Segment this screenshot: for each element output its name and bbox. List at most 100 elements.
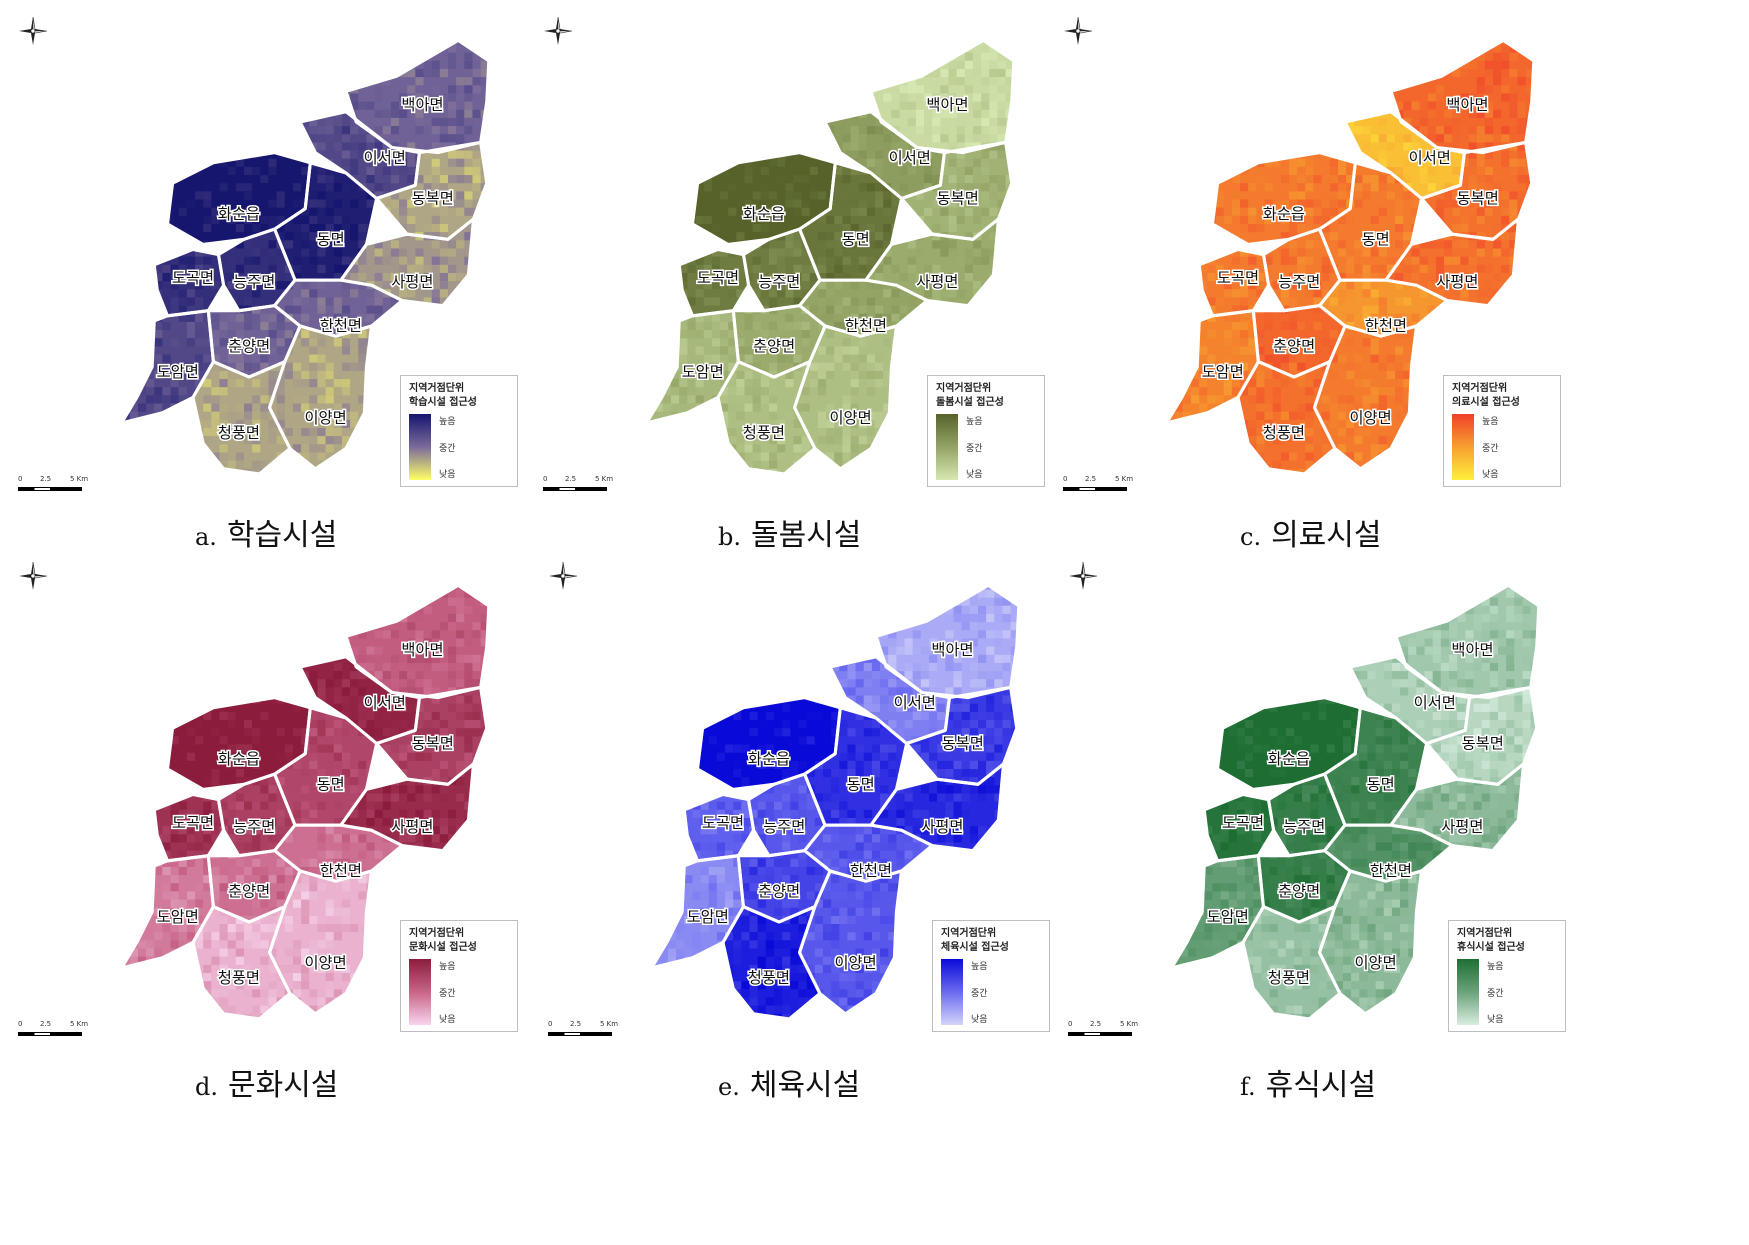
district-label: 도곡면 (697, 269, 739, 287)
scale-mid: 2.5 (570, 1020, 582, 1028)
district-동면 (274, 162, 377, 281)
district-label: 청풍면 (218, 424, 260, 442)
district-label: 도암면 (1202, 363, 1244, 381)
district-label: 백아면 (401, 96, 443, 114)
district-label: 동면 (1367, 775, 1395, 793)
district-label: 도암면 (687, 908, 729, 926)
legend-low-label: 낮음 (1487, 1015, 1504, 1025)
scale-end: 5 Km (70, 475, 89, 483)
district-label: 이양면 (1355, 954, 1397, 972)
legend-high-label: 높음 (439, 962, 456, 972)
district-label: 도암면 (157, 363, 199, 381)
map-legend: 지역거점단위 문화시설 접근성 높음 중간 낮음 (400, 920, 518, 1032)
north-arrow-icon (1068, 561, 1098, 591)
district-label: 화순읍 (218, 750, 260, 768)
scale-end: 5 Km (1120, 1020, 1139, 1028)
district-label: 백아면 (401, 641, 443, 659)
caption-letter: a. (195, 523, 217, 551)
legend-title-line1: 지역거점단위 (941, 928, 997, 939)
district-label: 춘양면 (753, 338, 795, 356)
district-label: 동복면 (937, 190, 979, 208)
district-label: 도암면 (682, 363, 724, 381)
scale-bar: 0 2.5 5 Km (18, 475, 88, 501)
district-label: 백아면 (1446, 96, 1488, 114)
map-legend: 지역거점단위 휴식시설 접근성 높음 중간 낮음 (1448, 920, 1566, 1032)
caption-title: 휴식시설 (1265, 1068, 1377, 1103)
district-label: 백아면 (931, 641, 973, 659)
district-label: 이서면 (894, 694, 936, 712)
district-label: 도곡면 (172, 814, 214, 832)
north-arrow-icon (548, 561, 578, 591)
district-label: 사평면 (916, 273, 958, 291)
scale-zero: 0 (543, 475, 548, 483)
scale-mid: 2.5 (40, 1020, 52, 1028)
panel-caption: b. 돌봄시설 (718, 510, 861, 554)
district-label: 춘양면 (228, 883, 270, 901)
legend-high-label: 높음 (439, 417, 456, 427)
scale-bar: 0 2.5 5 Km (543, 475, 613, 501)
legend-title-line2: 의료시설 접근성 (1452, 397, 1520, 408)
panel-caption: e. 체육시설 (718, 1060, 860, 1104)
scale-bar: 0 2.5 5 Km (1068, 1020, 1138, 1046)
legend-title-line1: 지역거점단위 (409, 383, 465, 394)
district-label: 능주면 (233, 818, 275, 836)
panel-caption: a. 학습시설 (195, 510, 337, 554)
scale-bar: 0 2.5 5 Km (18, 1020, 88, 1046)
legend-color-ramp (1452, 414, 1474, 480)
map-panel-2: 백아면 이서면 동복면 화순읍 동면 도곡면 능주면 사평면 한천면 춘양면 도암면 이양면 청풍면 지역… (525, 0, 1085, 600)
caption-letter: c. (1240, 523, 1262, 551)
legend-high-label: 높음 (1482, 417, 1499, 427)
district-label: 한천면 (1365, 317, 1407, 335)
district-label: 화순읍 (743, 205, 785, 223)
legend-mid-label: 중간 (966, 443, 983, 454)
district-사평면 (865, 218, 999, 306)
north-arrow-icon (18, 16, 48, 46)
district-label: 이서면 (364, 149, 406, 167)
legend-title-line2: 문화시설 접근성 (409, 942, 477, 953)
legend-title-line1: 지역거점단위 (936, 383, 992, 394)
district-label: 한천면 (1370, 862, 1412, 880)
caption-letter: d. (195, 1073, 218, 1101)
district-label: 이양면 (1350, 409, 1392, 427)
district-이서면 (1350, 656, 1470, 744)
district-이서면 (830, 656, 950, 744)
scale-end: 5 Km (70, 1020, 89, 1028)
district-label: 이양면 (830, 409, 872, 427)
district-label: 동복면 (412, 735, 454, 753)
legend-mid-label: 중간 (439, 988, 456, 999)
district-label: 이양면 (305, 409, 347, 427)
district-label: 이양면 (835, 954, 877, 972)
district-label: 이서면 (1409, 149, 1451, 167)
north-arrow-icon (1063, 16, 1093, 46)
legend-title-line2: 돌봄시설 접근성 (936, 397, 1004, 408)
scale-zero: 0 (1063, 475, 1068, 483)
district-label: 능주면 (233, 273, 275, 291)
legend-title-line1: 지역거점단위 (409, 928, 465, 939)
map-legend: 지역거점단위 체육시설 접근성 높음 중간 낮음 (932, 920, 1050, 1032)
district-label: 춘양면 (228, 338, 270, 356)
legend-mid-label: 중간 (971, 988, 988, 999)
scale-end: 5 Km (1115, 475, 1134, 483)
district-label: 한천면 (320, 862, 362, 880)
caption-title: 체육시설 (749, 1068, 861, 1103)
district-label: 청풍면 (748, 969, 790, 987)
district-label: 동복면 (1462, 735, 1504, 753)
legend-color-ramp (1457, 959, 1479, 1025)
scale-mid: 2.5 (40, 475, 52, 483)
district-label: 춘양면 (1278, 883, 1320, 901)
caption-letter: f. (1240, 1073, 1256, 1101)
caption-title: 학습시설 (226, 518, 338, 553)
panel-caption: d. 문화시설 (195, 1060, 338, 1104)
district-이서면 (1345, 111, 1465, 199)
district-label: 청풍면 (218, 969, 260, 987)
district-label: 도곡면 (172, 269, 214, 287)
legend-high-label: 높음 (966, 417, 983, 427)
legend-low-label: 낮음 (966, 470, 983, 480)
legend-low-label: 낮음 (439, 470, 456, 480)
legend-title-line1: 지역거점단위 (1452, 383, 1508, 394)
legend-high-label: 높음 (1487, 962, 1504, 972)
